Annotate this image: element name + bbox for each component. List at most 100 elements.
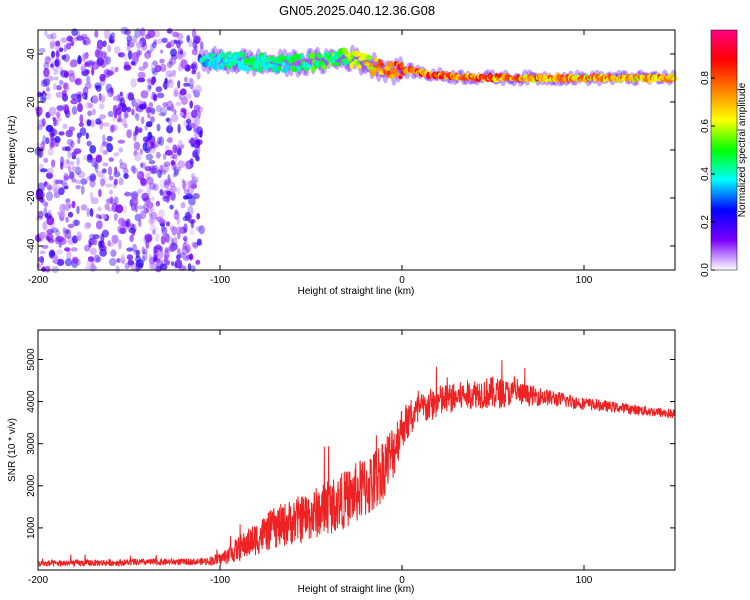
ridge-mark — [354, 50, 360, 57]
noise-mark — [118, 257, 127, 263]
noise-mark — [66, 250, 72, 260]
noise-mark — [170, 48, 177, 57]
noise-mark — [121, 117, 127, 127]
noise-mark — [63, 185, 69, 190]
noise-mark — [153, 250, 159, 260]
noise-mark — [155, 151, 161, 159]
noise-mark — [101, 95, 106, 103]
noise-mark — [191, 109, 198, 119]
noise-mark — [94, 30, 99, 38]
colorbar-ticks: 0.0 0.2 0.4 0.6 0.8 — [700, 71, 715, 277]
noise-mark — [51, 50, 55, 59]
noise-mark — [109, 258, 117, 266]
noise-mark — [149, 225, 157, 232]
noise-mark — [162, 153, 167, 160]
noise-mark — [183, 256, 190, 261]
noise-mark — [162, 81, 170, 90]
noise-mark — [166, 61, 174, 69]
ridge-mark — [291, 68, 298, 72]
ridge-mark — [210, 53, 216, 57]
noise-mark — [126, 129, 132, 139]
spectrogram-y-ticks: -40 -20 0 20 40 — [26, 48, 675, 253]
noise-mark — [66, 139, 74, 146]
noise-mark — [173, 169, 179, 177]
noise-mark — [147, 131, 153, 140]
noise-mark — [150, 167, 158, 174]
noise-mark — [180, 144, 185, 149]
noise-mark — [96, 43, 104, 50]
noise-mark — [62, 123, 68, 130]
noise-mark — [45, 86, 51, 92]
noise-mark — [153, 39, 158, 45]
noise-mark — [172, 31, 180, 38]
noise-mark — [171, 69, 176, 75]
noise-mark — [76, 30, 81, 37]
noise-mark — [164, 145, 170, 150]
noise-mark — [176, 40, 181, 49]
noise-mark — [68, 144, 73, 152]
noise-mark — [121, 105, 128, 113]
noise-mark — [41, 201, 49, 206]
noise-mark — [89, 145, 97, 154]
noise-mark — [146, 49, 152, 54]
noise-mark — [64, 109, 71, 119]
noise-mark — [176, 32, 184, 41]
noise-mark — [74, 77, 82, 86]
noise-mark — [157, 136, 162, 145]
noise-mark — [196, 213, 201, 220]
noise-mark — [113, 213, 118, 220]
ridge-mark — [224, 58, 230, 63]
noise-mark — [86, 119, 92, 127]
colorbar: 0.0 0.2 0.4 0.6 0.8 Normalized spectral ampl… — [700, 29, 748, 277]
noise-mark — [151, 164, 159, 174]
noise-mark — [158, 219, 166, 225]
noise-mark — [82, 92, 88, 100]
noise-mark — [70, 140, 75, 148]
noise-mark — [164, 178, 168, 186]
noise-mark — [162, 195, 170, 202]
spectrogram-heatmap — [34, 26, 678, 274]
noise-mark — [137, 188, 143, 194]
noise-mark — [99, 93, 106, 104]
noise-mark — [67, 69, 75, 77]
noise-mark — [148, 85, 152, 90]
noise-mark — [55, 50, 60, 58]
noise-mark — [130, 60, 136, 66]
noise-mark — [102, 40, 107, 47]
noise-mark — [89, 247, 97, 256]
noise-mark — [150, 196, 155, 201]
noise-mark — [135, 41, 143, 49]
noise-mark — [66, 35, 73, 42]
noise-mark — [142, 251, 148, 262]
noise-mark — [40, 168, 48, 173]
ridge-mark — [384, 65, 391, 71]
noise-mark — [62, 203, 69, 212]
noise-mark — [54, 187, 58, 198]
noise-mark — [92, 234, 100, 240]
noise-mark — [160, 106, 168, 117]
noise-mark — [194, 84, 203, 94]
noise-mark — [152, 41, 157, 49]
noise-mark — [95, 213, 101, 219]
noise-mark — [98, 92, 102, 102]
noise-mark — [106, 143, 113, 153]
noise-mark — [179, 112, 184, 117]
ridge-mark — [258, 59, 263, 67]
noise-mark — [193, 133, 200, 138]
noise-mark — [170, 160, 175, 166]
spectrogram-x-tick-label: 0 — [399, 275, 405, 286]
noise-mark — [199, 41, 204, 49]
spectrogram-x-axis-label: Height of straight line (km) — [298, 286, 415, 297]
noise-mark — [145, 121, 153, 128]
noise-mark — [132, 243, 137, 252]
noise-mark — [161, 37, 168, 43]
noise-mark — [93, 160, 99, 169]
spectrogram-x-ticks: -200 -100 0 100 — [28, 30, 593, 286]
noise-mark — [100, 213, 107, 220]
noise-mark — [196, 106, 204, 113]
snr-x-tick-label: 0 — [399, 575, 405, 586]
noise-mark — [89, 208, 94, 217]
noise-mark — [123, 173, 129, 180]
spectrogram-y-tick-label: -40 — [26, 238, 37, 253]
noise-mark — [152, 183, 159, 191]
